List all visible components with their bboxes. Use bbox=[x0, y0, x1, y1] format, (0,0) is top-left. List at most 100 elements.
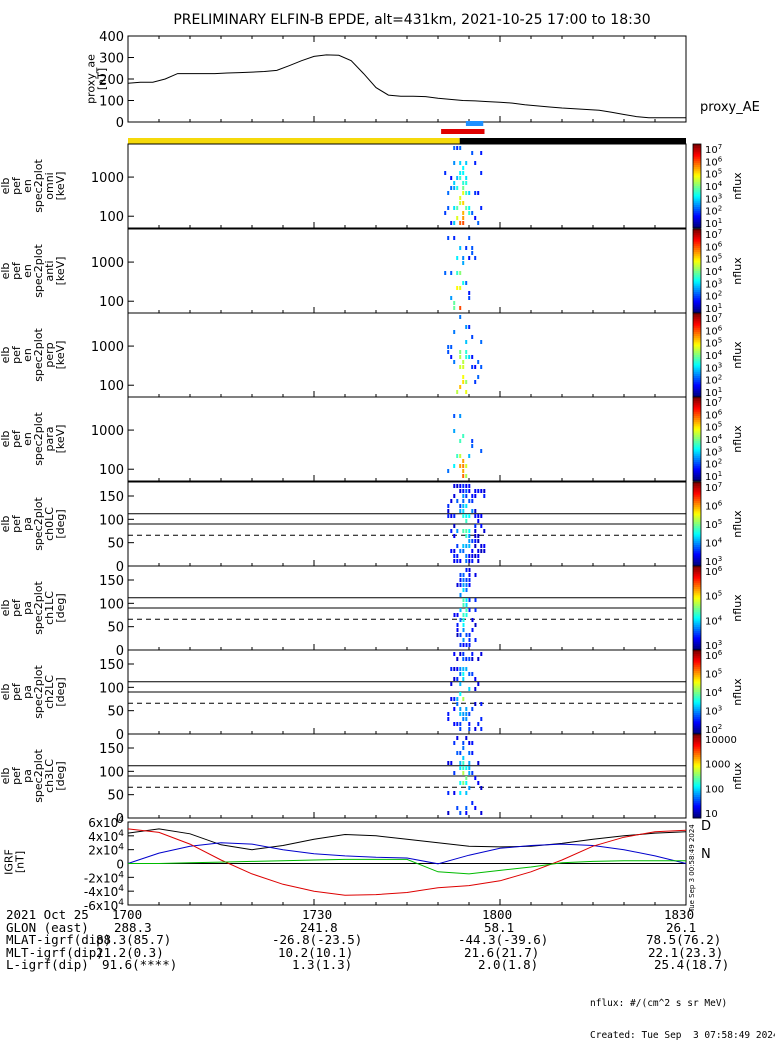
spectrogram-cell bbox=[459, 355, 462, 359]
footer-value: 288.3 bbox=[114, 919, 152, 935]
colorbar-swatch bbox=[693, 476, 701, 480]
spectrogram-cell bbox=[468, 355, 471, 359]
spectrogram-panels: 1001000elbpefenspec2plotomni[keV]1001000… bbox=[0, 143, 687, 827]
colorbar-swatch bbox=[693, 457, 701, 461]
colorbar-swatch bbox=[693, 213, 701, 216]
colorbar-swatch bbox=[693, 350, 701, 354]
spectrogram-cell bbox=[474, 727, 477, 731]
y-tick-label: 50 bbox=[107, 537, 124, 552]
panel-frame bbox=[127, 35, 687, 123]
colorbar-swatch bbox=[693, 403, 701, 406]
footer-row-lshell: L-igrf(dip) 91.6(****) 1.3(1.3) 2.0(1.8)… bbox=[6, 959, 766, 972]
spectrogram-cell bbox=[468, 672, 471, 676]
colorbar-swatch bbox=[693, 704, 701, 708]
colorbar-swatch bbox=[693, 352, 701, 356]
spectrogram-cell bbox=[459, 504, 462, 508]
y-tick-label: 2x104 bbox=[88, 843, 124, 858]
colorbar-swatch bbox=[693, 237, 701, 240]
spectrogram-cell bbox=[468, 484, 471, 488]
spectrogram-cell bbox=[480, 652, 483, 656]
colorbar-swatch bbox=[693, 281, 701, 285]
colorbar-swatch bbox=[693, 773, 701, 777]
spectrogram-cell bbox=[465, 355, 468, 359]
colorbar-swatch bbox=[693, 233, 701, 236]
spectrogram-cell bbox=[459, 196, 462, 200]
colorbar-swatch bbox=[693, 449, 701, 453]
spectrogram-cell bbox=[453, 221, 456, 225]
colorbar-swatch bbox=[693, 505, 701, 508]
colorbar-swatch bbox=[693, 181, 701, 185]
spectrogram-cell bbox=[450, 221, 453, 225]
colorbar-swatch bbox=[693, 637, 701, 640]
spectrogram-cell bbox=[465, 474, 468, 478]
colorbar-swatch bbox=[693, 486, 701, 489]
footer-value: 78.5(76.2) bbox=[646, 932, 722, 948]
colorbar-tick-label: 102 bbox=[705, 205, 722, 218]
spectrogram-cell bbox=[453, 330, 456, 334]
spectrogram-cell bbox=[459, 672, 462, 676]
spectrogram-cell bbox=[462, 261, 465, 265]
spectrogram-cell bbox=[477, 559, 480, 563]
spectrogram-cell bbox=[444, 271, 447, 275]
colorbar-swatch bbox=[693, 780, 701, 783]
colorbar-tick-label: 103 bbox=[705, 277, 722, 290]
spectrogram-cell bbox=[450, 296, 453, 300]
spectrogram-cell bbox=[468, 578, 471, 582]
colorbar-swatch bbox=[693, 761, 701, 764]
spectrogram-cell bbox=[459, 608, 462, 612]
colorbar-swatch bbox=[693, 547, 701, 550]
spectrogram-cell bbox=[462, 469, 465, 473]
axis-label-line: [deg] bbox=[54, 761, 67, 790]
spectrogram-cell bbox=[468, 751, 471, 755]
spectrogram-cell bbox=[474, 494, 477, 498]
axis-label-line: IGRF bbox=[3, 849, 16, 875]
colorbar-swatch bbox=[693, 559, 701, 563]
colorbar-frame bbox=[692, 733, 702, 819]
series-line-igrf-2 bbox=[127, 828, 687, 896]
colorbar-swatch bbox=[693, 247, 701, 251]
axis-label-line: en bbox=[21, 348, 34, 362]
spectrogram-cell bbox=[462, 677, 465, 681]
colorbar-swatch bbox=[693, 566, 701, 569]
spectrogram-cell bbox=[462, 578, 465, 582]
spectrogram-cell bbox=[474, 529, 477, 533]
spectrogram-cell bbox=[456, 583, 459, 587]
colorbar-swatch bbox=[693, 160, 701, 164]
colorbar-swatch bbox=[693, 211, 701, 214]
colorbar-swatch bbox=[693, 595, 701, 598]
colorbar-swatch bbox=[693, 198, 701, 202]
colorbar-title: nflux bbox=[731, 172, 744, 200]
spectrogram-cell bbox=[465, 181, 468, 185]
footer-label: MLT-igrf(dip) bbox=[6, 944, 104, 960]
spectrogram-cell bbox=[468, 638, 471, 642]
footer-ephemeris: 2021 Oct 25 1700 1730 1800 1830 GLON (ea… bbox=[6, 907, 766, 972]
spectrogram-cell bbox=[453, 301, 456, 305]
spectrogram-cell bbox=[465, 206, 468, 210]
footer-value: 1700 bbox=[112, 907, 143, 922]
colorbar-title: nflux bbox=[731, 510, 744, 538]
spectrogram-cell bbox=[462, 746, 465, 750]
spectrogram-cell bbox=[468, 489, 471, 493]
colorbar-tick-label: 107 bbox=[705, 143, 722, 156]
spectrogram-cell bbox=[462, 459, 465, 463]
axis-label-line: [deg] bbox=[54, 593, 67, 622]
spectrogram-cell bbox=[465, 489, 468, 493]
spectrogram-cell bbox=[456, 186, 459, 190]
spectrogram-cell bbox=[468, 544, 471, 548]
colorbar-swatch bbox=[693, 528, 701, 531]
colorbar-swatch bbox=[693, 492, 701, 496]
spectrogram-cell bbox=[462, 628, 465, 632]
colorbar-swatch bbox=[693, 708, 701, 712]
spectrogram-cell bbox=[465, 246, 468, 250]
colorbar-5: 106 105 104 103 nflux bbox=[692, 565, 744, 652]
colorbar-swatch bbox=[693, 752, 701, 756]
colorbar-swatch bbox=[693, 652, 701, 655]
axis-label-line: pef bbox=[10, 345, 23, 364]
spectrogram-cell bbox=[459, 761, 462, 765]
spectrogram-cell bbox=[459, 573, 462, 577]
spectrogram-cell bbox=[465, 657, 468, 661]
spectrogram-cell bbox=[465, 791, 468, 795]
spectrogram-cell bbox=[462, 211, 465, 215]
